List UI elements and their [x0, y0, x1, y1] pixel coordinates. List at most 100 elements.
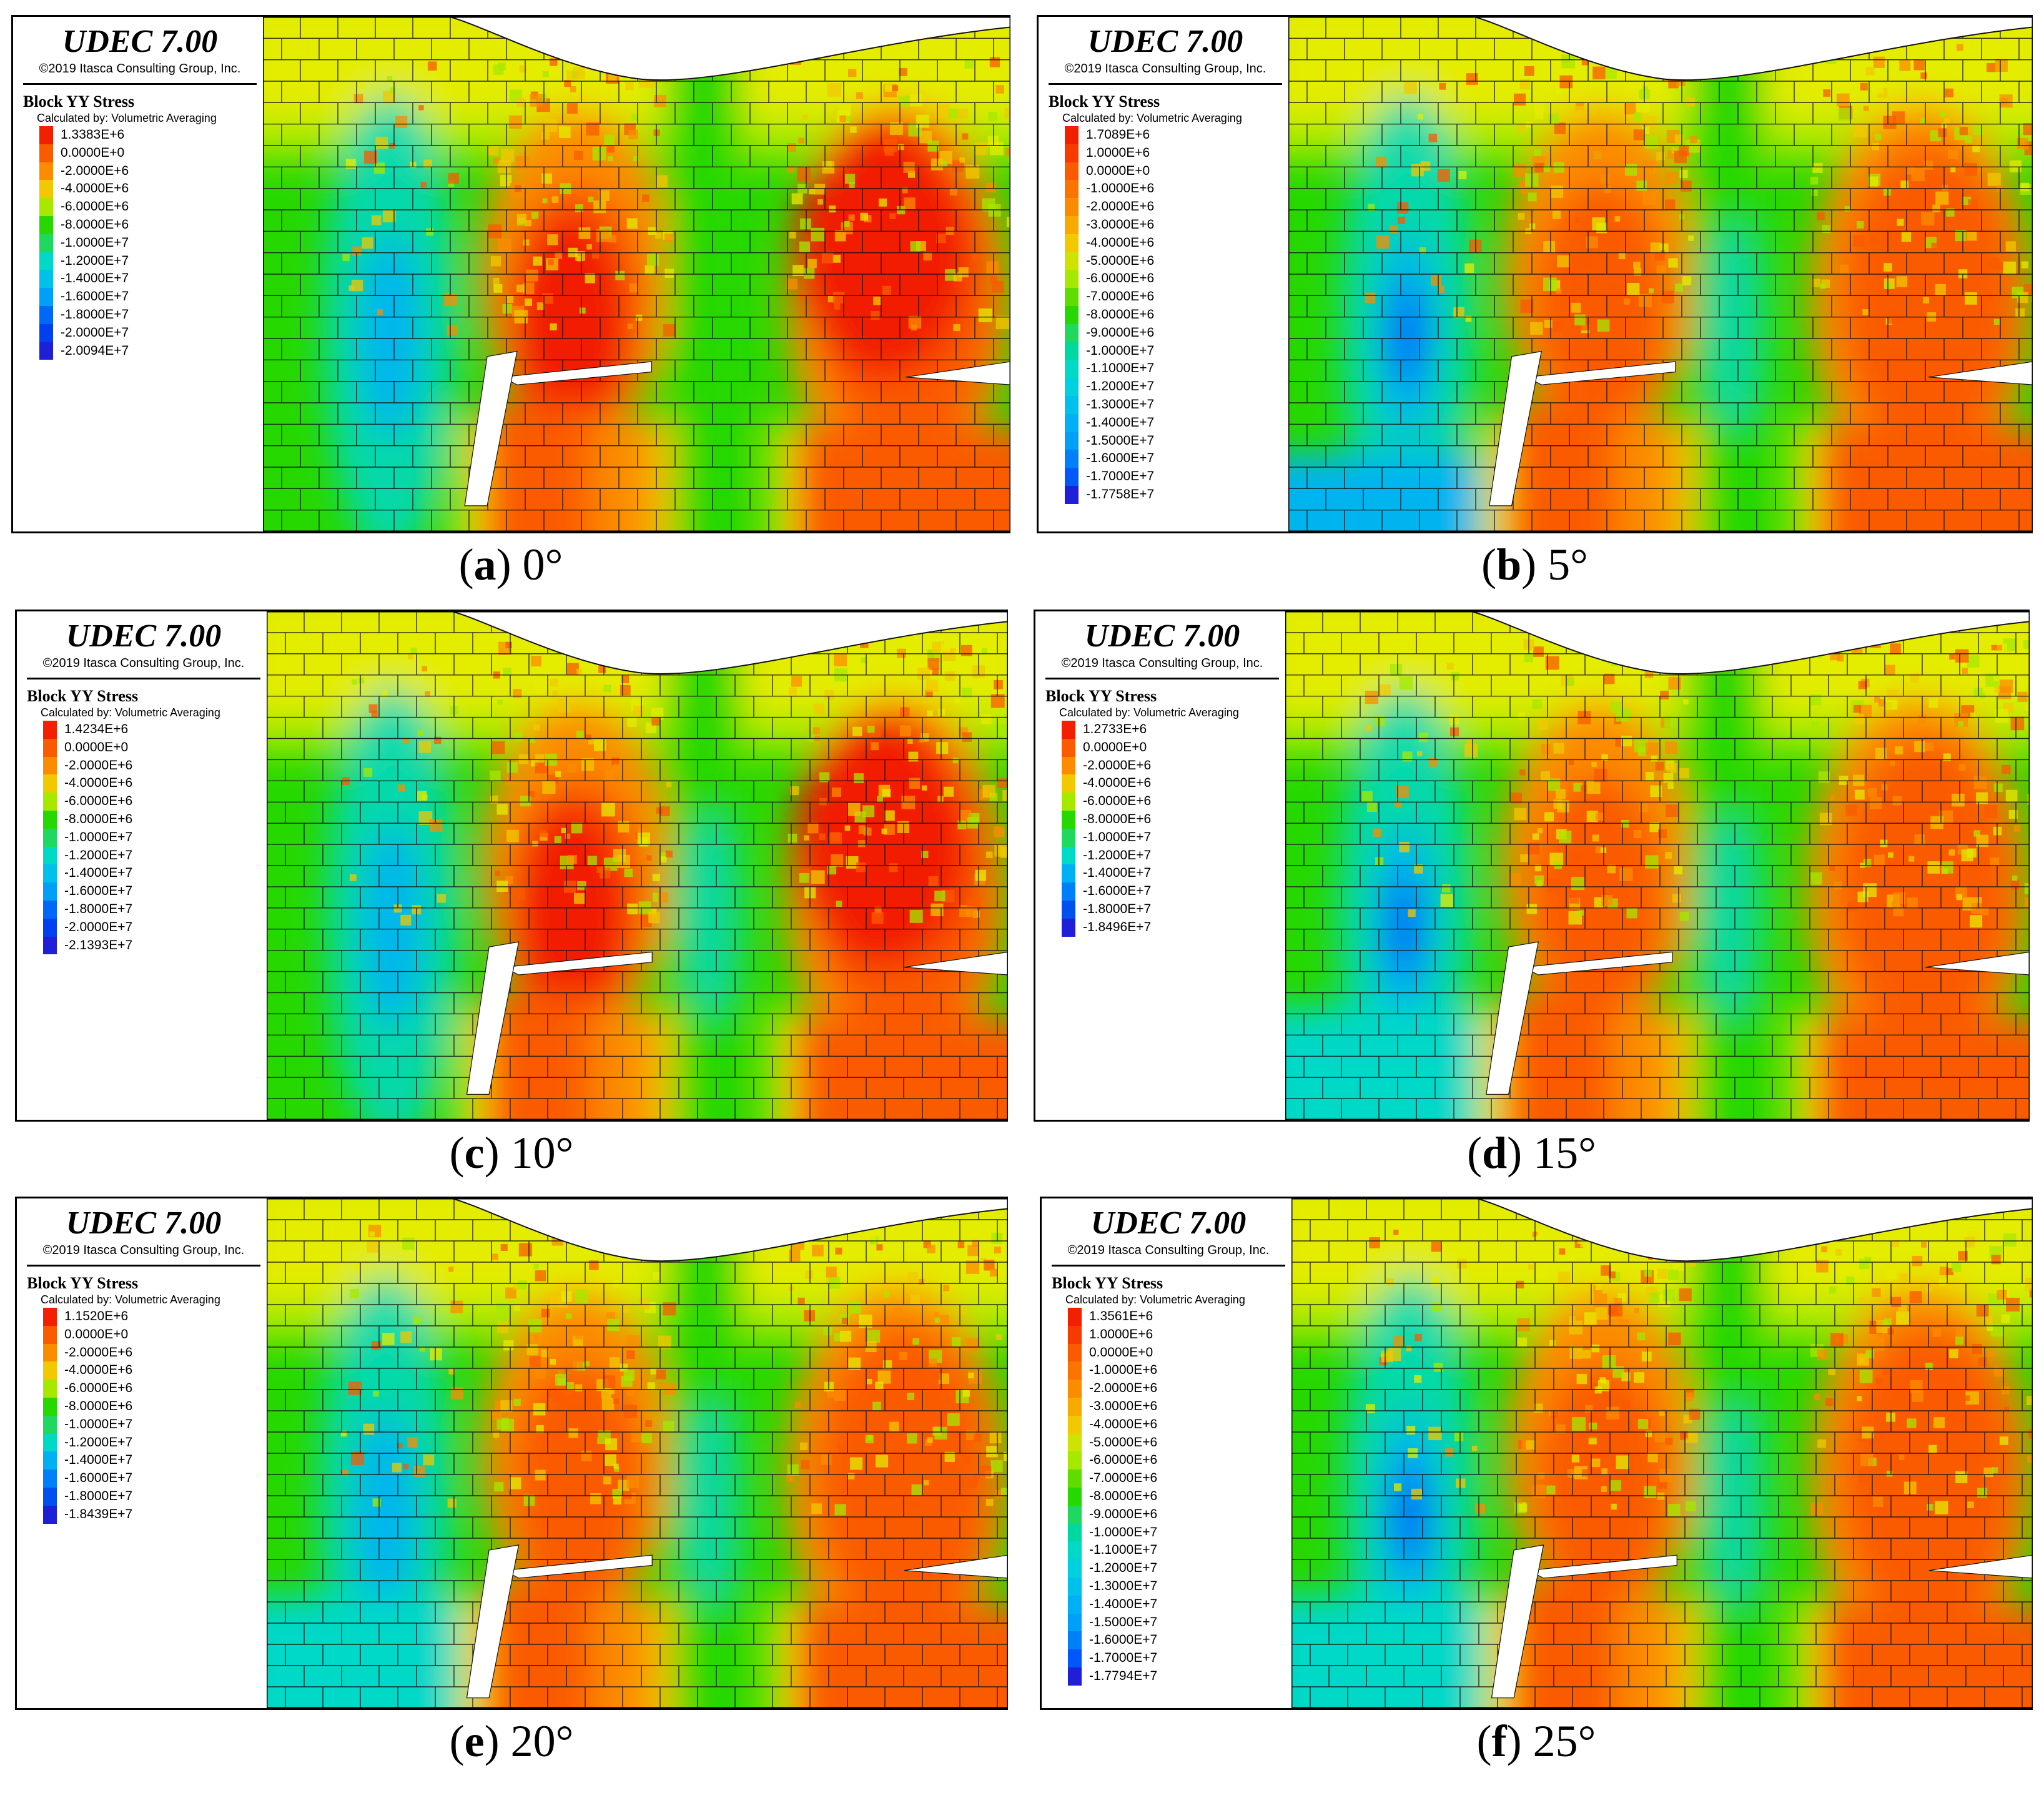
legend-label: 0.0000E+0 [64, 1326, 129, 1341]
stress-contour-plot [263, 17, 1010, 531]
calc-method: Calculated by: Volumetric Averaging [1059, 706, 1239, 719]
panel-caption: (a) 0° [458, 540, 563, 590]
legend-entry: -1.8000E+7 [23, 305, 257, 324]
legend-entry: -1.4000E+7 [23, 270, 257, 289]
legend-entry: -4.0000E+6 [1045, 774, 1279, 793]
legend: UDEC 7.00 ©2019 Itasca Consulting Group, … [17, 1198, 267, 1708]
legend-swatch [1068, 1487, 1082, 1506]
legend-entry: -9.0000E+6 [1049, 324, 1282, 342]
legend-label: -7.0000E+6 [1086, 289, 1155, 304]
legend-swatch [39, 126, 53, 144]
legend-entry: 1.7089E+6 [1049, 126, 1282, 144]
legend-label: -2.0000E+6 [64, 758, 133, 773]
legend-entry: 1.1520E+6 [27, 1308, 260, 1326]
legend-entry: -1.2000E+7 [1052, 1559, 1285, 1578]
legend-swatch [1065, 342, 1079, 360]
legend-label: -1.4000E+7 [64, 866, 133, 881]
legend-label: -1.0000E+7 [1083, 829, 1152, 844]
legend-swatch [1062, 738, 1075, 757]
legend-label: 1.0000E+6 [1086, 145, 1150, 160]
stress-contour-plot [1288, 17, 2033, 531]
legend-entry: -7.0000E+6 [1052, 1469, 1285, 1488]
legend-swatch [1062, 793, 1075, 811]
legend-swatch [1068, 1505, 1082, 1524]
legend-entry: -1.3000E+7 [1052, 1577, 1285, 1596]
legend-entry: -2.0000E+6 [1049, 198, 1282, 216]
copyright-text: ©2019 Itasca Consulting Group, Inc. [1049, 61, 1282, 85]
legend-entry: -3.0000E+6 [1052, 1397, 1285, 1416]
legend-swatch [43, 1487, 57, 1506]
legend-label: 1.4234E+6 [64, 722, 129, 736]
legend-swatch [39, 162, 53, 180]
software-title: UDEC 7.00 [62, 24, 218, 59]
legend-entry: 1.0000E+6 [1049, 144, 1282, 162]
legend-swatch [1065, 198, 1079, 216]
legend-label: 1.2733E+6 [1083, 722, 1147, 736]
legend-label: -1.0000E+7 [1086, 343, 1155, 358]
legend-swatch [1062, 882, 1075, 901]
legend-entry: -6.0000E+6 [27, 793, 260, 811]
legend-swatch [39, 144, 53, 162]
calc-method: Calculated by: Volumetric Averaging [37, 112, 217, 124]
legend-entry: -1.5000E+7 [1052, 1613, 1285, 1632]
legend-label: -8.0000E+6 [1089, 1488, 1158, 1503]
contour-svg [1288, 17, 2033, 531]
legend-entry: -5.0000E+6 [1049, 252, 1282, 270]
legend-entry: -1.8439E+7 [27, 1505, 260, 1524]
legend-label: -2.0094E+7 [61, 343, 129, 358]
copyright-text: ©2019 Itasca Consulting Group, Inc. [27, 655, 260, 679]
legend-label: -9.0000E+6 [1086, 325, 1155, 340]
software-title: UDEC 7.00 [1087, 24, 1243, 59]
legend-swatch [1065, 215, 1079, 234]
panel-a: UDEC 7.00 ©2019 Itasca Consulting Group, … [11, 15, 1010, 596]
legend-entry: -4.0000E+6 [1052, 1415, 1285, 1434]
legend-entry: -1.2000E+7 [1049, 378, 1282, 396]
legend-swatch [39, 342, 53, 360]
legend-entry: -1.1000E+7 [1052, 1541, 1285, 1560]
legend-swatch [39, 198, 53, 216]
legend-swatch [43, 1343, 57, 1362]
legend-label: -4.0000E+6 [1083, 776, 1152, 791]
legend-label: -1.6000E+7 [1083, 884, 1152, 899]
legend-swatch [1062, 864, 1075, 883]
legend-swatch [1065, 468, 1079, 486]
contour-svg [267, 611, 1008, 1120]
caption-letter: c [464, 1128, 485, 1178]
legend-swatch [39, 305, 53, 324]
legend-entry: -1.0000E+7 [27, 1415, 260, 1434]
legend-title: Block YY Stress [1052, 1274, 1163, 1292]
panel-c: UDEC 7.00 ©2019 Itasca Consulting Group, … [15, 610, 1008, 1184]
plot-frame: UDEC 7.00 ©2019 Itasca Consulting Group, … [1040, 1197, 2033, 1710]
legend-swatch [1068, 1343, 1082, 1362]
legend-swatch [1068, 1361, 1082, 1380]
legend: UDEC 7.00 ©2019 Itasca Consulting Group, … [1039, 17, 1288, 531]
legend-swatch [1065, 360, 1079, 378]
stress-contour-plot [267, 1198, 1008, 1708]
legend-label: -1.3000E+7 [1089, 1578, 1158, 1593]
legend-swatch [43, 756, 57, 775]
legend-swatch [1065, 485, 1079, 504]
legend-swatch [43, 936, 57, 955]
contour-svg [267, 1198, 1008, 1708]
caption-letter: e [464, 1716, 485, 1766]
legend-entry: -1.0000E+7 [1045, 828, 1279, 847]
legend-entry: -1.4000E+7 [1045, 864, 1279, 883]
calc-method: Calculated by: Volumetric Averaging [1062, 112, 1242, 124]
legend-label: -1.6000E+7 [64, 1471, 133, 1486]
legend-entry: -4.0000E+6 [27, 1361, 260, 1380]
legend-entry: -1.2000E+7 [27, 846, 260, 865]
legend-swatch [1062, 846, 1075, 865]
legend-entry: -1.6000E+7 [1052, 1631, 1285, 1650]
legend-entry: -1.0000E+6 [1052, 1361, 1285, 1380]
legend-label: -1.4000E+7 [1089, 1596, 1158, 1611]
legend-entry: 1.3383E+6 [23, 126, 257, 144]
legend-entry: -1.4000E+7 [27, 1451, 260, 1470]
legend-entry: -2.0094E+7 [23, 342, 257, 360]
legend-entry: 0.0000E+0 [1052, 1343, 1285, 1362]
panel-caption: (e) 20° [449, 1716, 574, 1766]
legend-label: -7.0000E+6 [1089, 1471, 1158, 1486]
caption-angle: 10° [510, 1128, 574, 1178]
legend-title: Block YY Stress [1045, 687, 1157, 705]
legend-label: -6.0000E+6 [1089, 1453, 1158, 1468]
calc-method: Calculated by: Volumetric Averaging [41, 1293, 220, 1306]
